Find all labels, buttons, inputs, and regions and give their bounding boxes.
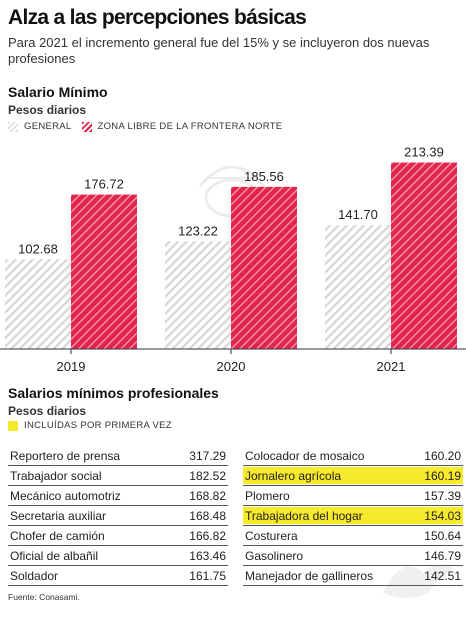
bar-general-2021: [325, 225, 391, 349]
legend-label-general: GENERAL: [24, 121, 72, 132]
profession-name: Soldador: [10, 568, 59, 583]
page-subtitle: Para 2021 el incremento general fue del …: [8, 35, 430, 66]
bar-zona-2020: [231, 186, 297, 349]
page-title: Alza a las percepciones básicas: [8, 6, 307, 29]
salario-minimo-title: Salario Mínimo: [8, 84, 108, 100]
table-row: Plomero 157.39: [243, 486, 463, 506]
table-row: Secretaria auxiliar 168.48: [8, 506, 228, 526]
profession-wage: 166.82: [189, 528, 226, 543]
data-label-zona-2019: 176.72: [84, 177, 124, 192]
profession-name: Trabajadora del hogar: [245, 508, 363, 523]
profession-wage: 317.29: [189, 448, 226, 463]
bar-general-2019: [5, 259, 71, 349]
profession-wage: 150.64: [424, 528, 461, 543]
profession-name: Colocador de mosaico: [245, 448, 365, 463]
bar-zona-2019: [71, 194, 137, 349]
table-row: Costurera 150.64: [243, 526, 463, 546]
table-row: Gasolinero 146.79: [243, 546, 463, 566]
legend-swatch-general: [8, 121, 18, 132]
table-row: Colocador de mosaico 160.20: [243, 446, 463, 466]
profession-name: Plomero: [245, 488, 290, 503]
eagle-watermark-icon: [383, 564, 453, 598]
x-tick-label-2020: 2020: [217, 359, 246, 374]
professions-table-left: Reportero de prensa 317.29 Trabajador soci…: [8, 446, 228, 586]
salario-minimo-chart: 102.68 176.72 2019 123.22 185.56 2020 141.70 21…: [0, 145, 466, 374]
profesionales-title: Salarios mínimos profesionales: [8, 385, 219, 401]
table-row: Oficial de albañil 163.46: [8, 546, 228, 566]
data-label-general-2019: 102.68: [18, 241, 58, 256]
legend-swatch-new: [8, 420, 18, 431]
data-label-zona-2020: 185.56: [244, 169, 284, 184]
chart-legend: GENERAL ZONA LIBRE DE LA FRONTERA NORTE: [8, 121, 292, 132]
legend-label-zona: ZONA LIBRE DE LA FRONTERA NORTE: [97, 121, 283, 132]
profession-name: Jornalero agrícola: [245, 468, 342, 483]
profession-name: Trabajador social: [10, 468, 102, 483]
legend-swatch-zona: [81, 121, 92, 132]
salario-minimo-subtitle: Pesos diarios: [8, 103, 87, 117]
profession-wage: 168.48: [189, 508, 226, 523]
new-profession-highlight: [243, 507, 463, 524]
profession-name: Reportero de prensa: [10, 448, 121, 463]
table-row: Trabajador social 182.52: [8, 466, 228, 486]
profession-wage: 160.20: [424, 448, 461, 463]
profession-name: Gasolinero: [245, 548, 304, 563]
data-label-general-2020: 123.22: [178, 223, 218, 238]
profession-wage: 157.39: [424, 488, 461, 503]
table-row: Chofer de camión 166.82: [8, 526, 228, 546]
profession-wage: 161.75: [189, 568, 226, 583]
table-row: Soldador 161.75: [8, 566, 228, 586]
profession-wage: 142.51: [424, 568, 461, 583]
bar-zona-2021: [391, 162, 457, 349]
data-label-general-2021: 141.70: [338, 207, 378, 222]
profession-wage: 182.52: [189, 468, 226, 483]
table-row: Reportero de prensa 317.29: [8, 446, 228, 466]
new-profession-highlight: [243, 467, 463, 484]
profession-name: Chofer de camión: [10, 528, 105, 543]
profession-wage: 154.03: [424, 508, 461, 523]
table-row: Jornalero agrícola 160.19: [243, 466, 463, 486]
profesionales-subtitle: Pesos diarios: [8, 404, 87, 418]
table-row: Mecánico automotriz 168.82: [8, 486, 228, 506]
profession-name: Costurera: [245, 528, 298, 543]
new-professions-legend: INCLUÍDAS POR PRIMERA VEZ: [8, 420, 172, 431]
profession-wage: 160.19: [424, 468, 461, 483]
source-note: Fuente: Conasami.: [8, 592, 80, 602]
data-label-zona-2021: 213.39: [404, 145, 444, 160]
legend-item-general: GENERAL: [8, 121, 72, 132]
bar-general-2020: [165, 241, 231, 349]
legend-label-new: INCLUÍDAS POR PRIMERA VEZ: [24, 420, 172, 431]
profession-wage: 163.46: [189, 548, 226, 563]
table-row: Trabajadora del hogar 154.03: [243, 506, 463, 526]
profession-wage: 146.79: [424, 548, 461, 563]
x-tick-label-2019: 2019: [57, 359, 86, 374]
table-row: Manejador de gallineros 142.51: [243, 566, 463, 586]
x-tick-label-2021: 2021: [377, 359, 406, 374]
profession-wage: 168.82: [189, 488, 226, 503]
profession-name: Mecánico automotriz: [10, 488, 121, 503]
legend-item-zona: ZONA LIBRE DE LA FRONTERA NORTE: [81, 121, 283, 132]
profession-name: Secretaria auxiliar: [10, 508, 107, 523]
profession-name: Oficial de albañil: [10, 548, 99, 563]
profession-name: Manejador de gallineros: [245, 568, 374, 583]
professions-table-right: Colocador de mosaico 160.20 Jornalero agrí…: [243, 446, 463, 586]
